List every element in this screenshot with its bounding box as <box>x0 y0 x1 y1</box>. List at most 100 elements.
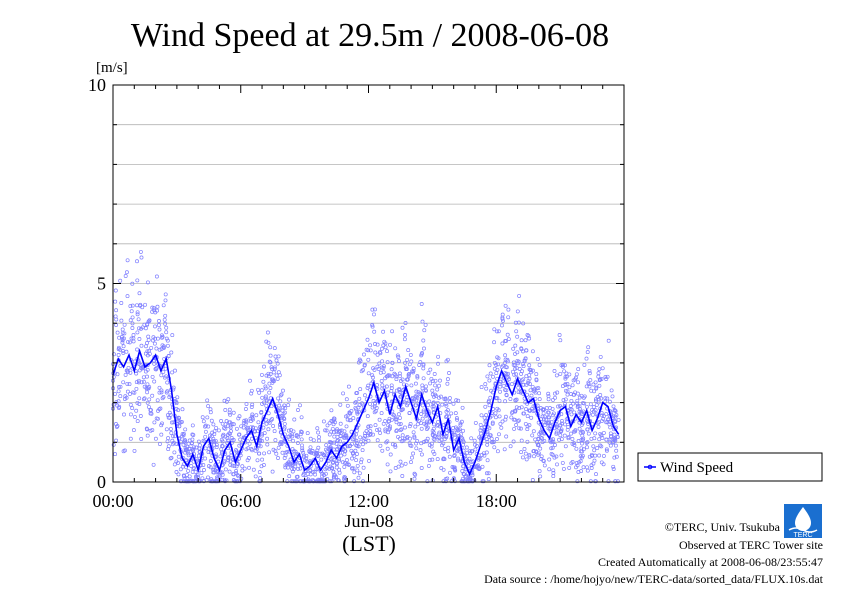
data-point <box>390 442 395 447</box>
data-point <box>239 476 244 481</box>
data-point <box>251 467 256 472</box>
data-point <box>432 422 437 427</box>
data-point <box>418 448 423 453</box>
data-point <box>437 435 442 440</box>
data-point <box>201 419 206 424</box>
data-point <box>259 372 264 377</box>
data-point <box>193 469 198 474</box>
data-point <box>116 347 121 352</box>
data-point <box>150 393 155 398</box>
data-point <box>264 373 269 378</box>
data-point <box>257 451 262 456</box>
data-point <box>259 410 264 415</box>
data-point <box>542 420 547 425</box>
data-point <box>377 417 382 422</box>
y-axis-unit-label: [m/s] <box>96 60 128 76</box>
data-point <box>378 431 383 435</box>
data-point <box>329 457 334 461</box>
x-axis-date-label: Jun-08 <box>345 511 394 531</box>
data-point <box>163 366 168 371</box>
data-point <box>172 462 177 467</box>
data-point <box>276 396 281 401</box>
data-point <box>387 419 392 424</box>
data-point <box>354 399 359 404</box>
data-point <box>270 367 275 372</box>
data-point <box>469 436 474 441</box>
data-point <box>237 443 242 448</box>
data-point <box>385 446 390 451</box>
data-point <box>219 437 224 442</box>
data-point <box>223 422 228 427</box>
data-point <box>524 374 529 379</box>
data-point <box>521 321 526 326</box>
data-point <box>504 392 509 397</box>
data-point <box>500 341 505 346</box>
data-point <box>606 417 611 422</box>
data-point <box>282 421 287 426</box>
data-point <box>587 371 592 376</box>
data-point <box>568 404 573 408</box>
data-point <box>551 437 555 442</box>
data-point <box>575 479 580 484</box>
data-point <box>388 452 393 457</box>
data-point <box>277 403 282 408</box>
data-point <box>504 434 509 439</box>
data-point <box>378 443 383 448</box>
data-point <box>319 457 324 462</box>
data-point <box>212 439 217 444</box>
data-point <box>445 381 450 386</box>
data-point <box>597 437 602 442</box>
data-point <box>396 464 401 469</box>
data-point <box>411 370 415 375</box>
data-point <box>155 398 160 403</box>
data-point <box>599 444 604 449</box>
data-point <box>580 455 584 460</box>
data-point <box>357 471 362 476</box>
data-point <box>461 428 466 433</box>
data-point <box>161 369 166 374</box>
data-point <box>151 462 156 467</box>
data-point <box>523 421 528 426</box>
data-point <box>241 425 246 430</box>
data-point <box>595 421 600 426</box>
data-point <box>431 400 436 405</box>
data-point <box>268 372 273 377</box>
data-point <box>135 419 140 424</box>
data-point <box>570 437 575 441</box>
data-point <box>283 465 288 470</box>
data-point <box>434 394 439 399</box>
data-point <box>263 386 268 391</box>
data-point <box>486 477 491 482</box>
data-point <box>366 357 371 362</box>
data-point <box>331 422 336 427</box>
data-point <box>137 326 141 331</box>
data-point <box>147 385 152 389</box>
data-point <box>350 466 355 471</box>
data-point <box>329 441 334 445</box>
data-point <box>489 436 494 441</box>
data-point <box>234 469 239 473</box>
data-point <box>395 353 400 358</box>
data-point <box>604 448 609 453</box>
data-point <box>171 434 176 439</box>
data-point <box>428 381 433 386</box>
data-point <box>534 440 539 445</box>
data-point <box>209 479 214 484</box>
data-point <box>519 338 524 343</box>
data-point <box>541 458 546 463</box>
data-point <box>129 309 134 314</box>
data-point <box>370 324 375 329</box>
y-tick-label: 10 <box>88 75 106 95</box>
data-point <box>538 474 543 479</box>
data-point <box>423 439 428 444</box>
data-point <box>365 414 370 419</box>
data-point <box>420 319 425 324</box>
data-point <box>424 388 428 393</box>
data-point <box>145 433 150 438</box>
data-point <box>169 455 174 460</box>
data-point <box>372 367 377 372</box>
data-point <box>242 466 247 471</box>
data-point <box>355 390 360 395</box>
data-point <box>356 405 361 410</box>
